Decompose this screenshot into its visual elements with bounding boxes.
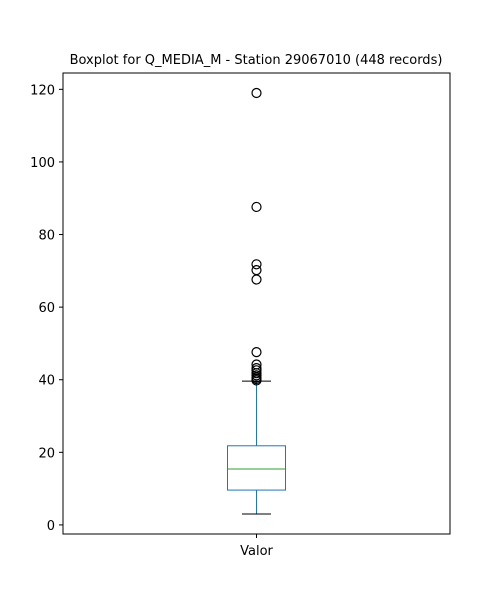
- outlier-point: [251, 347, 262, 358]
- y-tick-label: 120: [30, 83, 55, 98]
- outlier-point: [251, 201, 262, 213]
- outlier-point: [251, 87, 262, 99]
- y-axis: 0 20 40 60 80 100 120: [30, 83, 63, 534]
- y-tick-label: 60: [38, 301, 55, 316]
- plot-frame: [62, 72, 451, 535]
- iqr-box: [227, 445, 286, 491]
- outlier-point: [251, 265, 262, 276]
- y-tick-label: 40: [38, 374, 55, 389]
- y-tick-label: 20: [38, 446, 55, 461]
- outlier-point: [251, 359, 262, 370]
- x-tick-label: Valor: [240, 544, 273, 559]
- outlier-point: [251, 259, 262, 270]
- y-tick-label: 80: [38, 229, 55, 244]
- y-tick-label: 0: [47, 519, 55, 534]
- y-tick-label: 100: [30, 156, 55, 171]
- outlier-group: [251, 87, 262, 386]
- x-axis: Valor: [240, 534, 274, 559]
- outlier-point: [251, 274, 262, 285]
- box-group: [227, 380, 286, 515]
- outlier-point: [251, 363, 262, 374]
- chart-title: Boxplot for Q_MEDIA_M - Station 29067010…: [70, 53, 443, 68]
